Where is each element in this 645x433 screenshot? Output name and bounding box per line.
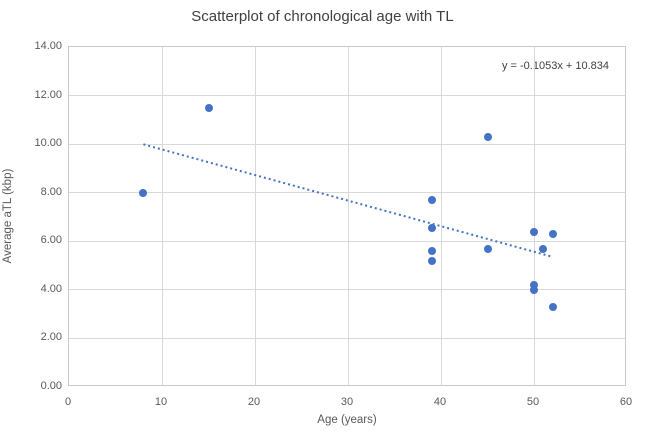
trendline-equation: y = -0.1053x + 10.834 bbox=[501, 60, 609, 72]
y-tick-label: 14.00 bbox=[34, 40, 62, 52]
data-point[interactable] bbox=[539, 244, 548, 253]
y-tick-label: 8.00 bbox=[40, 185, 62, 198]
data-point[interactable] bbox=[483, 132, 492, 141]
vertical-gridline bbox=[533, 47, 535, 385]
data-point[interactable] bbox=[483, 244, 492, 253]
vertical-gridline bbox=[254, 47, 256, 385]
horizontal-gridline bbox=[69, 95, 625, 97]
horizontal-gridline bbox=[69, 289, 625, 291]
x-tick-label: 10 bbox=[154, 396, 168, 408]
data-point[interactable] bbox=[530, 285, 538, 294]
data-point[interactable] bbox=[204, 103, 213, 112]
data-point[interactable] bbox=[548, 302, 557, 311]
y-tick-label: 2.00 bbox=[40, 331, 62, 344]
plot-area: y = -0.1053x + 10.834 bbox=[68, 46, 626, 386]
x-tick-label: 30 bbox=[340, 396, 354, 408]
x-tick-label: 40 bbox=[433, 396, 447, 408]
vertical-gridline bbox=[161, 47, 163, 385]
data-point[interactable] bbox=[530, 227, 538, 236]
data-point[interactable] bbox=[427, 223, 436, 232]
vertical-gridline bbox=[347, 47, 349, 385]
x-tick-label: 0 bbox=[64, 396, 72, 408]
x-axis-title: Age (years) bbox=[317, 414, 377, 426]
y-tick-label: 6.00 bbox=[40, 234, 62, 247]
horizontal-gridline bbox=[69, 337, 625, 339]
horizontal-gridline bbox=[69, 143, 625, 145]
y-tick-label: 12.00 bbox=[34, 88, 62, 101]
horizontal-gridline bbox=[69, 192, 625, 194]
data-point[interactable] bbox=[427, 196, 436, 204]
chart-title: Scatterplot of chronological age with TL bbox=[191, 8, 454, 25]
vertical-gridline bbox=[440, 47, 442, 385]
y-tick-label: 10.00 bbox=[34, 137, 62, 150]
data-point[interactable] bbox=[548, 230, 557, 238]
x-tick-label: 50 bbox=[526, 396, 540, 408]
horizontal-gridline bbox=[69, 240, 625, 242]
x-tick-label: 20 bbox=[247, 396, 261, 408]
x-tick-label: 60 bbox=[619, 396, 633, 408]
data-point[interactable] bbox=[530, 281, 538, 289]
y-tick-label: 0.00 bbox=[40, 380, 62, 392]
y-axis-title: Average aTL (kbp) bbox=[2, 168, 14, 264]
data-point[interactable] bbox=[427, 247, 436, 255]
trendline bbox=[143, 143, 553, 258]
data-point[interactable] bbox=[139, 188, 148, 197]
y-tick-label: 4.00 bbox=[40, 282, 62, 295]
data-point[interactable] bbox=[427, 256, 436, 265]
